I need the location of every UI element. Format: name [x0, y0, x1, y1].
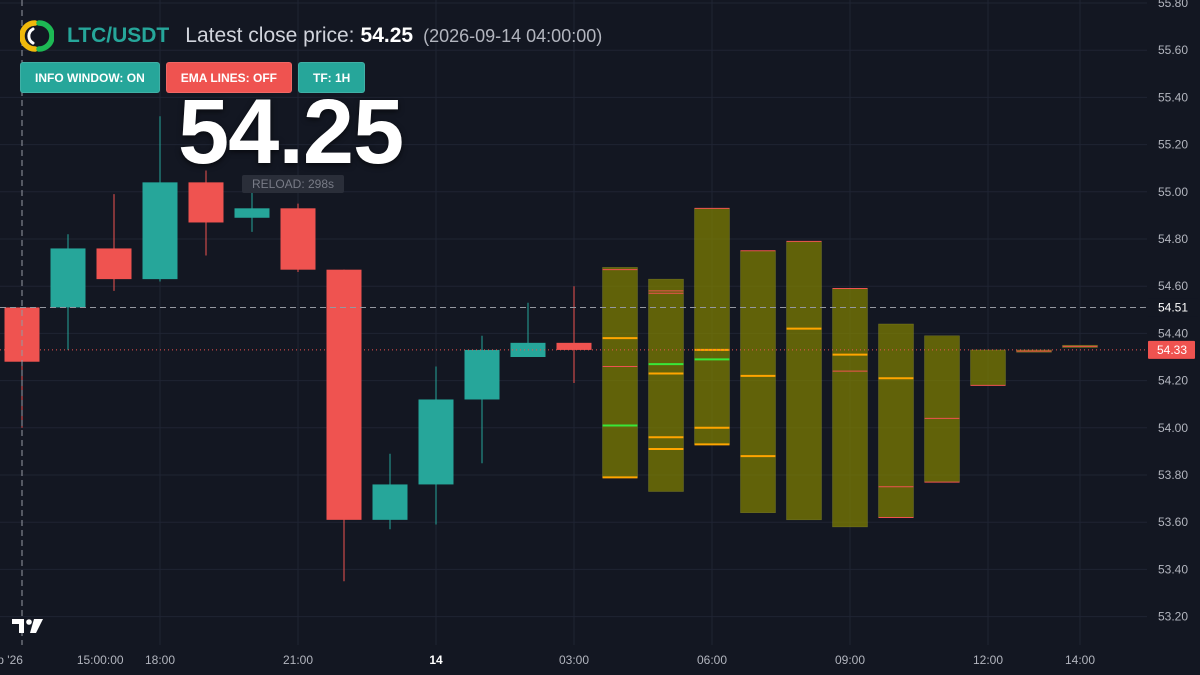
forecast-box — [970, 349, 1006, 386]
forecast-box — [602, 267, 638, 478]
price-tick-label: 53.80 — [1158, 468, 1188, 482]
candle-body — [50, 248, 86, 308]
price-tick-label: 55.20 — [1158, 138, 1188, 152]
forecast-box — [924, 335, 960, 483]
pair-symbol: LTC/USDT — [67, 24, 170, 47]
price-tick-label: 54.40 — [1158, 326, 1188, 340]
price-lines — [0, 0, 1147, 645]
crosshair-price-tag — [1148, 298, 1198, 317]
candle-body — [372, 484, 408, 520]
candle-body — [464, 349, 500, 400]
price-tick-label: 55.60 — [1158, 43, 1188, 57]
forecast-box — [786, 241, 822, 521]
time-tick-label: 09:00 — [835, 653, 865, 667]
big-price-display: 54.25 — [178, 81, 404, 183]
toolbar: INFO WINDOW: ON EMA LINES: OFF TF: 1H — [20, 62, 366, 93]
price-tick-label: 53.40 — [1158, 562, 1188, 576]
candle-body — [418, 399, 454, 485]
price-tick-label: 53.20 — [1158, 610, 1188, 624]
time-tick-label: 03:00 — [559, 653, 589, 667]
price-tick-label: 55.80 — [1158, 0, 1188, 10]
candle-body — [96, 248, 132, 280]
close-price-time: (2026-09-14 04:00:00) — [423, 25, 603, 46]
reload-countdown: RELOAD: 298s — [242, 175, 344, 193]
time-tick-label: 14 — [429, 653, 443, 667]
info-window-button[interactable]: INFO WINDOW: ON — [20, 62, 160, 93]
price-axis[interactable]: 55.80 55.60 55.40 55.20 55.00 54.80 54.60 54.40… — [1148, 0, 1198, 624]
price-tick-label: 54.80 — [1158, 232, 1188, 246]
price-tick-label: 55.00 — [1158, 185, 1188, 199]
time-axis[interactable]: 13 Sep '26 15:00:00 18:00 21:00 14 03:00 06:00… — [0, 653, 1095, 667]
time-tick-label: 13 Sep '26 — [0, 653, 23, 667]
price-tick-label: 54.60 — [1158, 279, 1188, 293]
candle-body — [234, 208, 270, 218]
last-price-label: 54.33 — [1157, 343, 1187, 357]
close-price-value: 54.25 — [360, 24, 414, 47]
candle-body — [326, 269, 362, 520]
time-tick-label: 18:00 — [145, 653, 175, 667]
candle-body — [142, 182, 178, 280]
price-tick-label: 55.40 — [1158, 90, 1188, 104]
ema-lines-button[interactable]: EMA LINES: OFF — [165, 62, 292, 93]
time-tick-label: 06:00 — [697, 653, 727, 667]
forecast-box — [740, 250, 776, 514]
forecast-box — [648, 278, 684, 492]
time-tick-label: 15:00:00 — [77, 653, 124, 667]
forecast-boxes — [602, 207, 1098, 528]
crosshair-price-label: 54.51 — [1158, 300, 1188, 314]
candle-body — [280, 208, 316, 270]
time-tick-label: 12:00 — [973, 653, 1003, 667]
tradingview-logo-icon — [12, 619, 43, 633]
price-tick-label: 53.60 — [1158, 515, 1188, 529]
time-tick-label: 21:00 — [283, 653, 313, 667]
chart-header: LTC/USDT Latest close price: 54.25 (2026… — [20, 18, 602, 54]
price-tick-label: 54.00 — [1158, 421, 1188, 435]
exchange-logo-icon — [20, 20, 54, 52]
last-price-tag — [1148, 340, 1195, 359]
price-tick-label: 54.20 — [1158, 374, 1188, 388]
close-price-label: Latest close price: — [185, 24, 355, 47]
time-tick-label: 14:00 — [1065, 653, 1095, 667]
forecast-box — [878, 323, 914, 518]
candle-body — [188, 182, 224, 223]
forecast-box — [832, 288, 868, 528]
timeframe-button[interactable]: TF: 1H — [297, 62, 366, 93]
forecast-box — [694, 208, 730, 445]
candle-body — [556, 342, 592, 350]
